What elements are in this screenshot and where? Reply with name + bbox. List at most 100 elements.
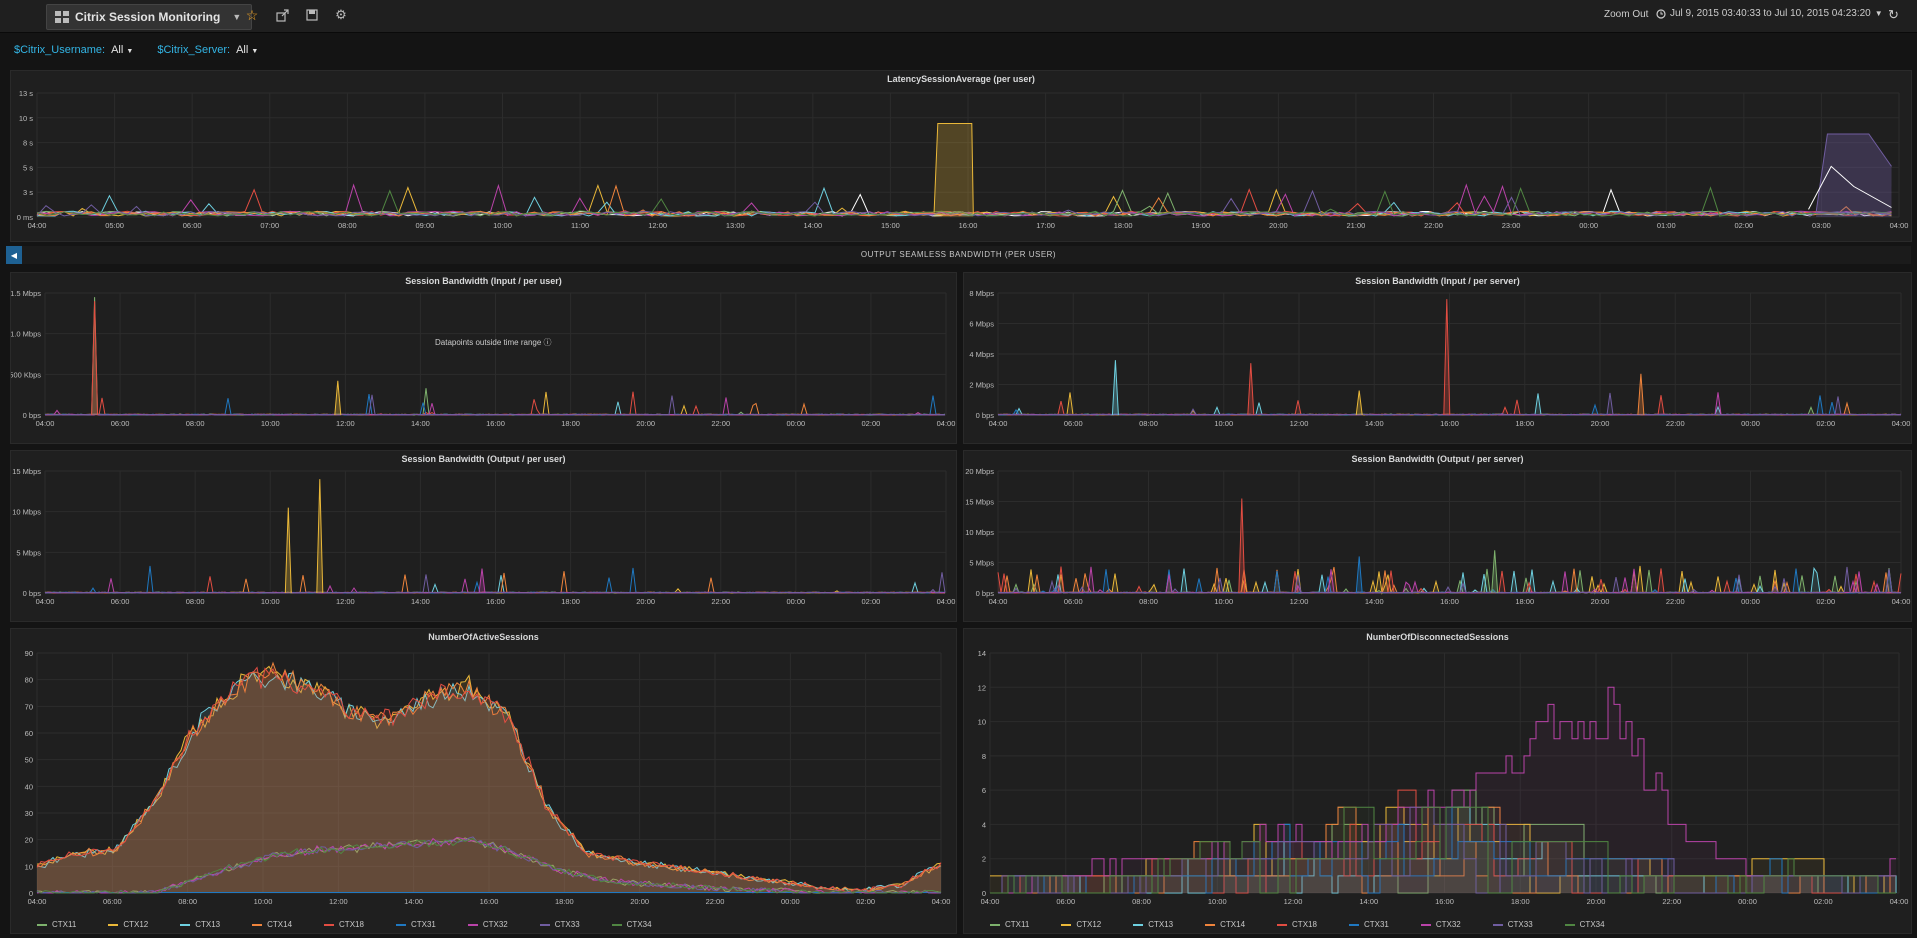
x-tick-label: 00:00 <box>786 597 805 606</box>
x-tick-label: 08:00 <box>178 897 197 906</box>
legend-swatch <box>252 923 263 926</box>
bw_out_server-peak-1-line <box>1355 556 1363 594</box>
x-tick-label: 04:00 <box>989 597 1008 606</box>
time-range-text: Jul 9, 2015 03:40:33 to Jul 10, 2015 04:… <box>1670 8 1871 19</box>
legend-item-ctx11[interactable]: CTX11 <box>37 920 76 929</box>
x-tick-label: 00:00 <box>1741 597 1760 606</box>
legend-swatch <box>395 923 406 926</box>
legend-item-ctx12[interactable]: CTX12 <box>108 920 148 929</box>
disconnected-ctx34-area <box>990 807 1896 893</box>
x-tick-label: 08:00 <box>1139 419 1158 428</box>
x-tick-label: 18:00 <box>561 419 580 428</box>
x-tick-label: 14:00 <box>1359 897 1378 906</box>
bw_out_user-peak-2-area <box>478 568 485 593</box>
top-navbar: Citrix Session Monitoring ▼ ☆ ⚙ Zoom Out… <box>0 0 1917 33</box>
legend-item-ctx33[interactable]: CTX33 <box>539 920 580 929</box>
bw_out_server-peak-2-area <box>1491 550 1498 593</box>
x-tick-label: 14:00 <box>411 419 430 428</box>
x-tick-label: 02:00 <box>1816 419 1835 428</box>
username-variable-select[interactable]: All ▼ <box>111 44 134 56</box>
legend-swatch <box>324 923 335 926</box>
y-tick-label: 3 s <box>23 188 33 197</box>
x-tick-label: 20:00 <box>636 419 655 428</box>
x-tick-label: 00:00 <box>1741 419 1760 428</box>
disconnected-ctx34-line <box>990 806 1896 894</box>
bw_in_user-series-7-line <box>44 394 946 416</box>
server-variable-select[interactable]: All ▼ <box>236 44 259 56</box>
y-tick-label: 15 Mbps <box>965 498 994 507</box>
x-tick-label: 08:00 <box>186 419 205 428</box>
latency-spike-1600-area <box>934 123 974 217</box>
legend-item-ctx12[interactable]: CTX12 <box>1061 920 1101 929</box>
legend-item-ctx13[interactable]: CTX13 <box>1133 920 1173 929</box>
y-tick-label: 10 Mbps <box>965 528 994 537</box>
bw_out_server-peak-0-line <box>1238 498 1246 594</box>
star-icon[interactable]: ☆ <box>245 6 259 23</box>
legend-item-ctx33[interactable]: CTX33 <box>1492 920 1533 929</box>
bw_in_user-peak-1-line <box>91 301 99 416</box>
x-tick-label: 12:00 <box>336 597 355 606</box>
save-icon[interactable] <box>304 7 320 23</box>
row-collapse-toggle[interactable]: ◀ <box>6 246 22 264</box>
y-tick-label: 4 <box>982 820 986 829</box>
legend-swatch <box>180 923 191 926</box>
legend-item-ctx31[interactable]: CTX31 <box>395 920 436 929</box>
x-tick-label: 06:00 <box>103 897 122 906</box>
legend-item-ctx18[interactable]: CTX18 <box>1277 920 1317 929</box>
legend-item-ctx31[interactable]: CTX31 <box>1348 920 1389 929</box>
legend-swatch <box>37 923 47 926</box>
x-tick-label: 04:00 <box>36 597 55 606</box>
x-tick-label: 22:00 <box>711 419 730 428</box>
legend-swatch <box>611 923 622 926</box>
row-title: OUTPUT SEAMLESS BANDWIDTH (PER USER) <box>860 250 1057 259</box>
legend-item-ctx14[interactable]: CTX14 <box>252 920 292 929</box>
y-tick-label: 10 Mbps <box>12 508 41 517</box>
legend-item-ctx34[interactable]: CTX34 <box>1564 920 1605 929</box>
legend-item-ctx11[interactable]: CTX11 <box>990 920 1029 929</box>
bw_out_server-peak-0-area <box>1238 498 1245 593</box>
y-tick-label: 0 bps <box>23 411 42 420</box>
legend-item-ctx34[interactable]: CTX34 <box>611 920 652 929</box>
dashboard-picker-button[interactable]: Citrix Session Monitoring ▼ <box>46 4 253 30</box>
y-tick-label: 0 <box>982 889 986 898</box>
y-tick-label: 0 bps <box>976 411 995 420</box>
share-icon[interactable] <box>274 7 290 23</box>
legend-item-ctx18[interactable]: CTX18 <box>324 920 364 929</box>
x-tick-label: 02:00 <box>1814 897 1833 906</box>
bw_in_user-peak-2-line <box>334 380 342 416</box>
y-tick-label: 1.5 Mbps <box>11 289 41 298</box>
bw_in_server-peak-2-area <box>1356 390 1363 415</box>
x-tick-label: 06:00 <box>1064 419 1083 428</box>
legend-item-ctx32[interactable]: CTX32 <box>1420 920 1461 929</box>
latency-spike-1600-line <box>933 123 974 215</box>
panel-title: Session Bandwidth (Input / per server) <box>1355 276 1520 286</box>
legend-item-ctx13[interactable]: CTX13 <box>180 920 220 929</box>
y-tick-label: 80 <box>25 676 33 685</box>
legend-item-ctx14[interactable]: CTX14 <box>1205 920 1245 929</box>
legend-label: CTX11 <box>1005 920 1030 929</box>
legend-swatch <box>1277 923 1288 926</box>
zoom-out-button[interactable]: Zoom Out <box>1604 9 1649 20</box>
x-tick-label: 10:00 <box>1208 897 1227 906</box>
x-tick-label: 14:00 <box>1365 419 1384 428</box>
gear-icon[interactable]: ⚙ <box>335 7 347 22</box>
x-tick-label: 04:00 <box>932 897 951 906</box>
x-tick-label: 16:00 <box>486 597 505 606</box>
time-range-picker[interactable]: Jul 9, 2015 03:40:33 to Jul 10, 2015 04:… <box>1656 8 1883 19</box>
x-tick-label: 21:00 <box>1347 221 1366 230</box>
x-tick-label: 04:00 <box>36 419 55 428</box>
refresh-icon[interactable]: ↻ <box>1888 7 1899 22</box>
question-icon: ⓘ <box>543 338 552 347</box>
bw_out_server-peak-2-line <box>1491 550 1499 594</box>
x-tick-label: 13:00 <box>726 221 745 230</box>
bw_in_server-peak-1-area <box>1247 363 1254 415</box>
legend-item-ctx32[interactable]: CTX32 <box>467 920 508 929</box>
